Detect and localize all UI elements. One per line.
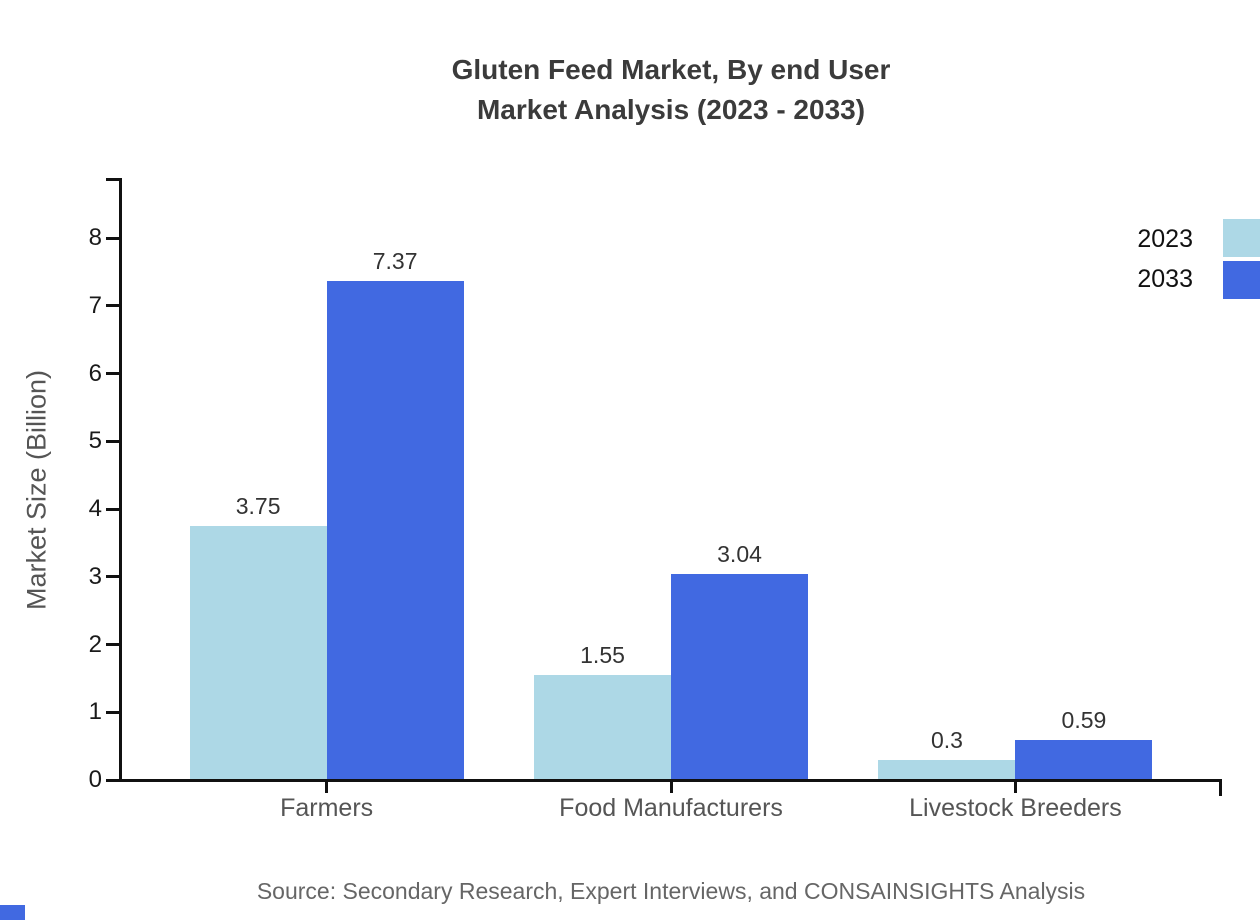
chart-title: Gluten Feed Market, By end User Market A… [120, 50, 1222, 130]
y-axis-tick-label: 0 [88, 766, 102, 793]
y-axis-tick [106, 304, 119, 308]
y-axis-tick [106, 778, 119, 782]
bar-2033-0 [326, 280, 464, 780]
y-axis-tick [106, 507, 119, 511]
y-axis-top-cap [106, 178, 122, 181]
y-axis-tick [106, 643, 119, 646]
y-axis-tick-label: 2 [88, 630, 102, 658]
bar-2023-2 [878, 759, 1016, 780]
y-axis-tick [106, 236, 119, 240]
x-axis-category-label: Livestock Breeders [909, 794, 1122, 822]
y-axis-tick [106, 575, 119, 579]
x-axis-tick [1013, 780, 1017, 793]
y-axis-tick-label: 7 [88, 291, 102, 319]
bar-2023-1 [534, 674, 672, 780]
x-axis-right-cap [1219, 779, 1222, 796]
bar-value-label: 7.37 [372, 247, 418, 274]
source-note: Source: Secondary Research, Expert Inter… [256, 878, 1086, 904]
legend-label-2023: 2023 [1137, 225, 1193, 253]
legend-label-2033: 2033 [1137, 265, 1193, 293]
bar-value-label: 1.55 [580, 641, 625, 668]
brand-mark [0, 905, 25, 920]
chart-title-line-1: Gluten Feed Market, By end User [451, 54, 891, 85]
bar-2023-0 [189, 525, 327, 780]
x-axis-category-label: Farmers [280, 794, 374, 822]
bar-2033-2 [1015, 740, 1153, 780]
y-axis-tick-label: 1 [88, 698, 102, 726]
bar-value-label: 3.75 [235, 492, 281, 519]
y-axis-tick-label: 5 [88, 427, 102, 455]
y-axis-tick-label: 8 [88, 224, 102, 251]
bar-value-label: 0.59 [1061, 707, 1107, 734]
y-axis-tick [106, 372, 119, 375]
legend-swatch-2023 [1223, 219, 1260, 257]
legend-swatch-2033 [1223, 261, 1260, 299]
x-axis-tick [325, 780, 329, 793]
y-axis-tick-label: 4 [88, 495, 102, 522]
bar-2033-1 [671, 574, 809, 780]
y-axis-tick-label: 6 [88, 359, 102, 387]
bar-value-label: 0.3 [930, 726, 963, 753]
y-axis-line [119, 178, 122, 782]
y-axis-tick-label: 3 [88, 562, 102, 590]
x-axis-category-label: Food Manufacturers [559, 794, 783, 822]
y-axis-tick [106, 439, 119, 443]
bar-value-label: 3.04 [717, 541, 762, 568]
x-axis-tick [669, 780, 673, 793]
chart-title-line-2: Market Analysis (2023 - 2033) [476, 94, 866, 125]
y-axis-tick [106, 710, 119, 714]
